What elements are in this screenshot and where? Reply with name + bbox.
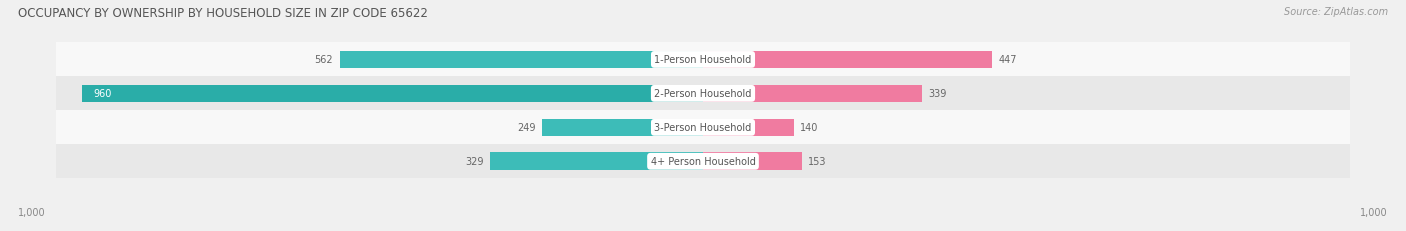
Text: Source: ZipAtlas.com: Source: ZipAtlas.com bbox=[1284, 7, 1388, 17]
Text: OCCUPANCY BY OWNERSHIP BY HOUSEHOLD SIZE IN ZIP CODE 65622: OCCUPANCY BY OWNERSHIP BY HOUSEHOLD SIZE… bbox=[18, 7, 429, 20]
Text: 140: 140 bbox=[800, 123, 818, 133]
Bar bbox=[703, 85, 922, 103]
Text: 1,000: 1,000 bbox=[1360, 207, 1388, 217]
Text: 960: 960 bbox=[94, 89, 112, 99]
Bar bbox=[491, 153, 703, 170]
Bar bbox=[339, 51, 703, 69]
Bar bbox=[703, 153, 801, 170]
Bar bbox=[56, 145, 1350, 179]
Text: 447: 447 bbox=[998, 55, 1017, 65]
Text: 339: 339 bbox=[929, 89, 948, 99]
Text: 3-Person Household: 3-Person Household bbox=[654, 123, 752, 133]
Text: 562: 562 bbox=[315, 55, 333, 65]
Bar bbox=[56, 77, 1350, 111]
Bar bbox=[703, 51, 993, 69]
Text: 1,000: 1,000 bbox=[18, 207, 46, 217]
Text: 329: 329 bbox=[465, 157, 484, 167]
Bar bbox=[56, 43, 1350, 77]
Bar bbox=[82, 85, 703, 103]
Text: 4+ Person Household: 4+ Person Household bbox=[651, 157, 755, 167]
Text: 153: 153 bbox=[808, 157, 827, 167]
Bar bbox=[703, 119, 793, 137]
Bar bbox=[56, 111, 1350, 145]
Text: 2-Person Household: 2-Person Household bbox=[654, 89, 752, 99]
Legend: Owner-occupied, Renter-occupied: Owner-occupied, Renter-occupied bbox=[602, 230, 804, 231]
Text: 1-Person Household: 1-Person Household bbox=[654, 55, 752, 65]
Bar bbox=[541, 119, 703, 137]
Text: 249: 249 bbox=[517, 123, 536, 133]
